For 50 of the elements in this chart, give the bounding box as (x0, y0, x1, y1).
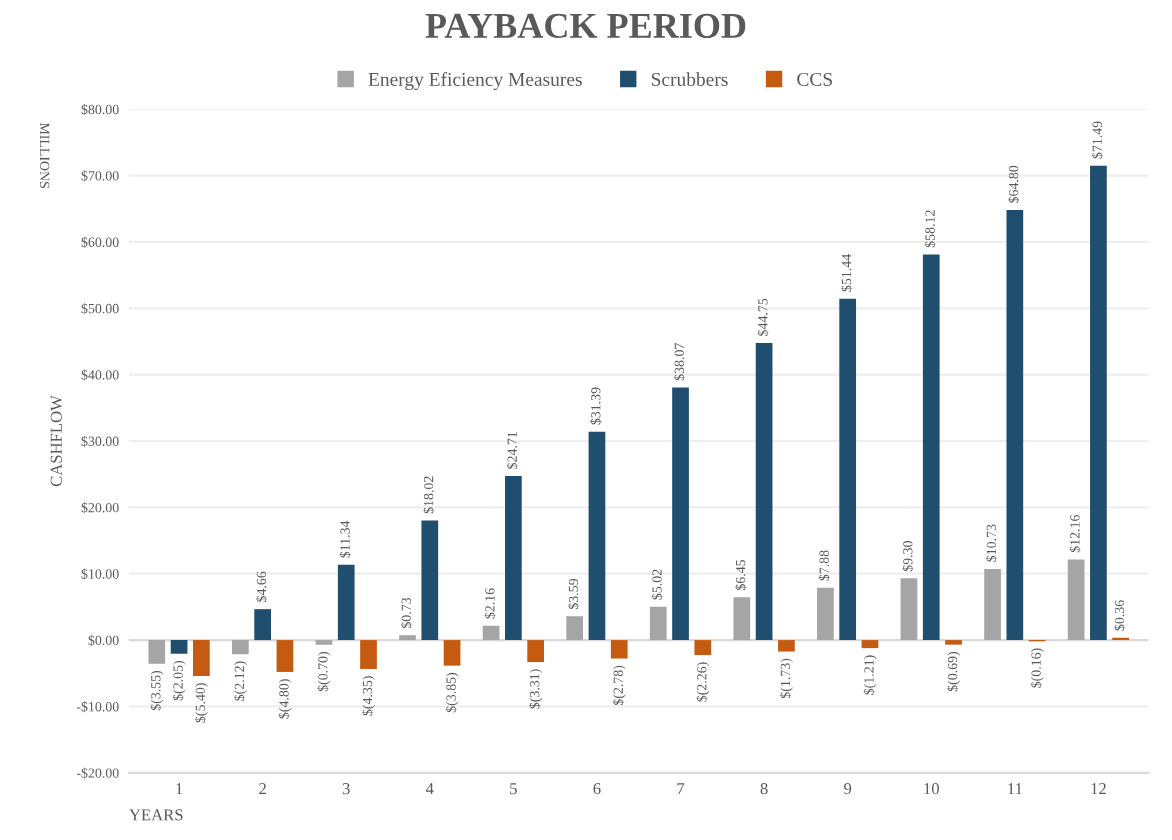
bar (193, 640, 210, 676)
bar (588, 431, 606, 641)
bar (443, 640, 461, 666)
bar (505, 476, 522, 641)
x-tick-label: 3 (342, 783, 350, 795)
bar (694, 640, 712, 656)
bar (276, 640, 294, 672)
x-tick-label: 8 (760, 783, 768, 795)
bar (421, 520, 439, 641)
x-tick-label: 2 (259, 783, 266, 795)
bar (254, 609, 271, 641)
x-tick-label: 4 (425, 783, 434, 795)
bar (1067, 559, 1085, 641)
x-tick-label: 6 (593, 783, 601, 795)
bar (148, 640, 166, 664)
bar (900, 578, 918, 641)
legend-label: CCS (797, 72, 832, 86)
x-tick-label: 10 (924, 783, 939, 795)
x-tick-label: 11 (1008, 783, 1022, 795)
legend-label: Energy Eficiency Measures (368, 72, 582, 90)
bar (778, 640, 795, 652)
bar (1090, 165, 1107, 641)
x-tick-label: 12 (1091, 783, 1106, 795)
bar (755, 343, 773, 641)
bar (527, 640, 545, 663)
bar (649, 606, 667, 641)
bar (861, 640, 879, 649)
chart-title: PAYBACK PERIOD (425, 13, 746, 39)
legend-label: Scrubbers (651, 72, 728, 86)
bar (839, 298, 857, 641)
bar (984, 568, 1001, 641)
bar (170, 640, 188, 654)
bar (817, 587, 834, 641)
bar (232, 640, 249, 655)
y-axis-title: CASHFLOW (50, 395, 62, 487)
x-axis-title: YEARS (129, 809, 183, 821)
x-tick-label: 9 (844, 783, 852, 795)
bar (672, 387, 689, 641)
x-tick-label: 7 (677, 783, 685, 795)
x-tick-label: 1 (176, 783, 183, 795)
x-tick-label: 5 (510, 783, 517, 795)
bar (922, 254, 940, 641)
bar (482, 625, 500, 641)
bar (1006, 210, 1024, 641)
bar (360, 640, 377, 669)
bar (337, 564, 355, 641)
bar (399, 635, 416, 641)
bar (566, 616, 584, 641)
bar (733, 597, 751, 641)
bar (610, 640, 628, 659)
